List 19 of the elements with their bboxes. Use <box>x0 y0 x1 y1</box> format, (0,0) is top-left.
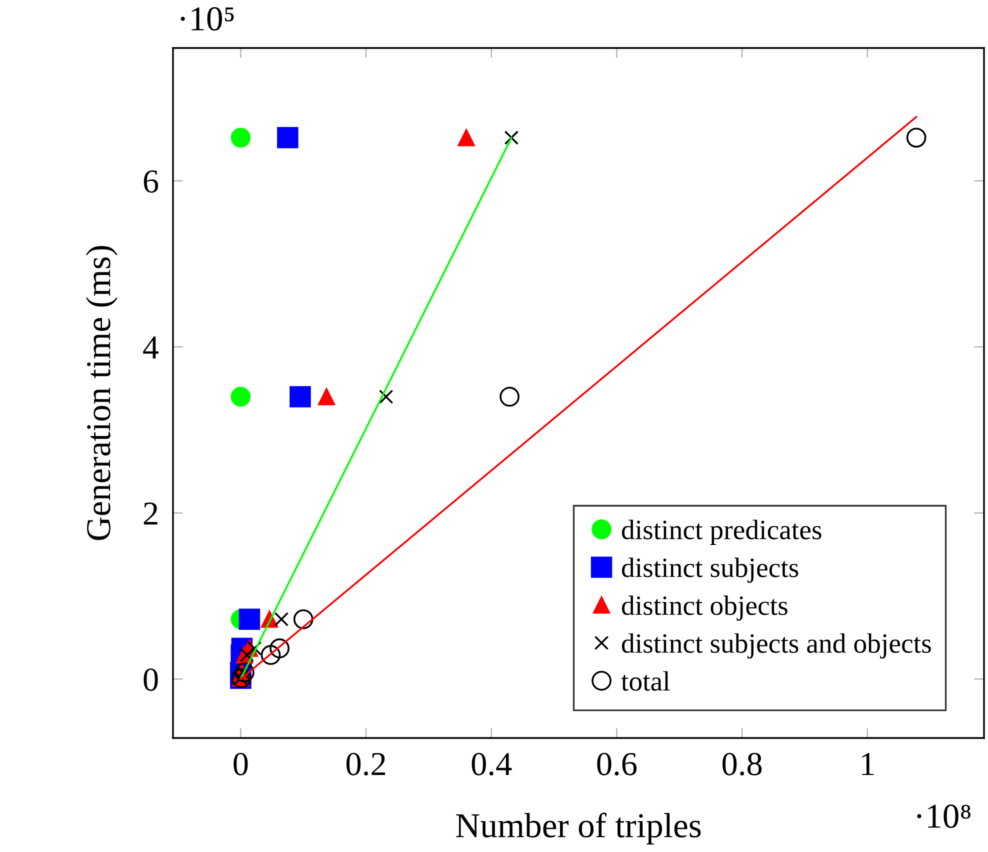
legend-label: distinct subjects <box>622 558 798 583</box>
text: ·10⁵ <box>180 7 234 31</box>
x-tick-label: 0.2 <box>346 752 386 776</box>
x-tick-label: 0.8 <box>722 752 762 776</box>
legend-label: distinct subjects and objects <box>622 633 931 659</box>
y-tick-label: 6 <box>144 170 158 193</box>
text: ·10⁸ <box>917 804 970 828</box>
y-tick-label: 2 <box>144 502 158 525</box>
x-tick-label: 0.4 <box>472 752 512 776</box>
y-axis-title: Generation time (ms) <box>86 246 118 540</box>
x-tick-label: 0 <box>234 752 248 776</box>
legend-label: total <box>621 671 670 691</box>
x-tick-label: 1 <box>862 753 874 776</box>
x-axis-title: Number of triples <box>456 812 701 845</box>
y-tick-label: 0 <box>144 668 158 691</box>
y-tick-label: 4 <box>143 336 159 358</box>
legend-label: distinct predicates <box>622 520 822 545</box>
x-tick-label: 0.6 <box>597 752 637 776</box>
legend-label: distinct objects <box>622 596 788 621</box>
